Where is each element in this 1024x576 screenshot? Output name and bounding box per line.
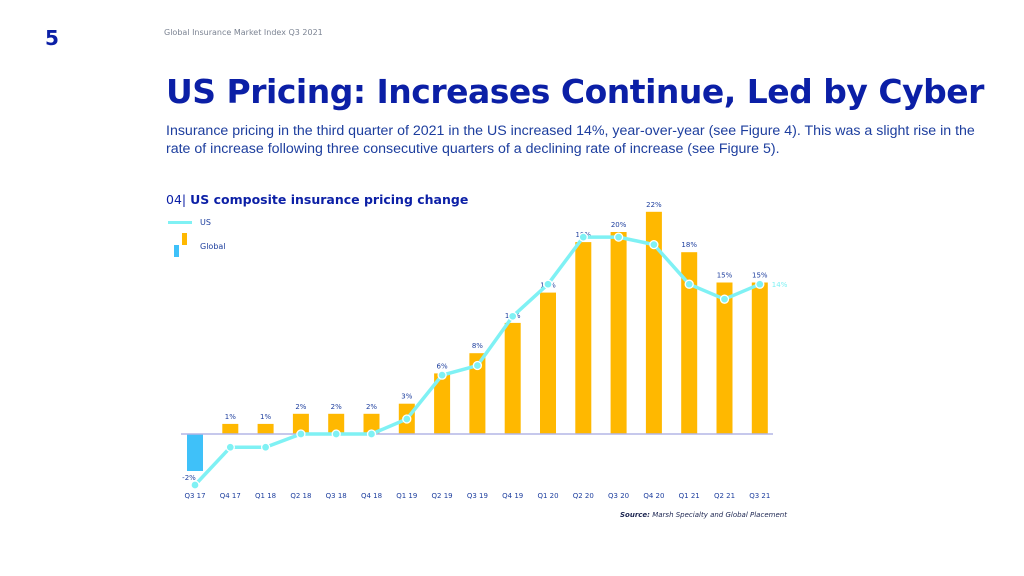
bar-q1-18 (257, 423, 274, 434)
bar-q4-18 (363, 413, 380, 434)
bar-value-label: 20% (611, 221, 627, 229)
bar-q3-18 (328, 413, 345, 434)
legend-item-global: Global (168, 232, 226, 260)
bar-value-label: 1% (225, 413, 236, 421)
us-point-q2-19 (437, 370, 447, 380)
figure-title: 04| US composite insurance pricing chang… (166, 192, 468, 207)
us-point-q1-20 (543, 279, 553, 289)
bar-q4-20 (645, 211, 662, 434)
bar-value-label: 15% (752, 272, 768, 280)
bar-q4-17 (222, 423, 239, 434)
running-header: Global Insurance Market Index Q3 2021 (164, 28, 323, 37)
x-tick-label: Q4 18 (361, 492, 382, 500)
us-point-q4-20 (649, 239, 659, 250)
bar-value-label: 2% (295, 403, 306, 411)
bar-value-label: 15% (717, 272, 733, 280)
x-tick-label: Q2 21 (714, 492, 735, 500)
legend-item-us: US (168, 214, 226, 230)
bar-q3-19 (469, 353, 486, 434)
source-note: Source: Marsh Specialty and Global Place… (620, 511, 787, 519)
bar-q3-17 (187, 434, 203, 471)
us-point-q4-17 (225, 442, 235, 452)
us-point-q4-18 (366, 429, 377, 439)
x-tick-label: Q4 19 (502, 492, 523, 500)
us-point-q2-21 (719, 294, 730, 304)
bar-q1-21 (681, 252, 698, 434)
figure-title-text: US composite insurance pricing change (190, 192, 469, 207)
us-point-q3-19 (472, 360, 483, 371)
bar-q2-20 (575, 242, 592, 434)
us-point-q3-18 (331, 429, 341, 439)
x-tick-label: Q3 17 (184, 492, 205, 500)
x-tick-label: Q2 19 (432, 492, 453, 500)
us-point-q3-20 (613, 232, 624, 242)
us-point-q3-21 (755, 279, 765, 289)
bar-value-label: 22% (646, 201, 662, 209)
x-tick-label: Q3 18 (326, 492, 347, 500)
legend-line-swatch (168, 220, 192, 224)
bar-q2-18 (292, 413, 309, 434)
bar-value-label: 2% (366, 403, 377, 411)
bar-q3-20 (610, 232, 627, 434)
us-point-q1-18 (260, 442, 271, 452)
figure-number: 04| (166, 192, 187, 207)
chart-legend: US Global (168, 214, 226, 260)
x-tick-label: Q3 20 (608, 492, 629, 500)
legend-label-global: Global (200, 241, 226, 251)
x-tick-label: Q1 19 (396, 492, 417, 500)
page-number: 5 (45, 26, 59, 50)
x-tick-label: Q3 19 (467, 492, 488, 500)
bar-q3-21 (751, 282, 768, 434)
us-point-q3-17 (190, 480, 200, 490)
bar-value-label: 1% (260, 413, 271, 421)
x-tick-label: Q3 21 (749, 492, 770, 500)
x-tick-label: Q1 18 (255, 492, 276, 500)
x-tick-label: Q1 20 (537, 492, 558, 500)
bar-value-label: 2% (331, 403, 342, 411)
source-label: Source: (620, 511, 650, 519)
us-point-q1-21 (684, 279, 694, 289)
legend-label-us: US (200, 217, 211, 227)
bar-value-label: 6% (437, 362, 448, 370)
x-tick-label: Q4 17 (220, 492, 241, 500)
source-text: Marsh Specialty and Global Placement (652, 511, 787, 519)
bar-q4-19 (504, 322, 521, 434)
bar-value-label: 3% (401, 393, 412, 401)
us-end-label: 14% (772, 281, 788, 289)
legend-bar-swatch (168, 233, 192, 259)
bar-value-label: 8% (472, 342, 483, 350)
us-point-q2-18 (296, 429, 306, 439)
x-tick-label: Q2 18 (290, 492, 311, 500)
us-point-q2-20 (578, 232, 588, 242)
bar-q2-19 (434, 373, 451, 434)
bar-value-label: -2% (182, 474, 196, 482)
page-title: US Pricing: Increases Continue, Led by C… (166, 72, 984, 111)
bar-q2-21 (716, 282, 733, 434)
us-point-q1-19 (402, 414, 412, 424)
bar-value-label: 18% (681, 241, 697, 249)
intro-paragraph: Insurance pricing in the third quarter o… (166, 123, 975, 157)
x-tick-label: Q4 20 (643, 492, 664, 500)
x-tick-label: Q1 21 (679, 492, 700, 500)
bar-q1-20 (540, 292, 556, 434)
x-tick-label: Q2 20 (573, 492, 594, 500)
us-point-q4-19 (508, 311, 518, 321)
